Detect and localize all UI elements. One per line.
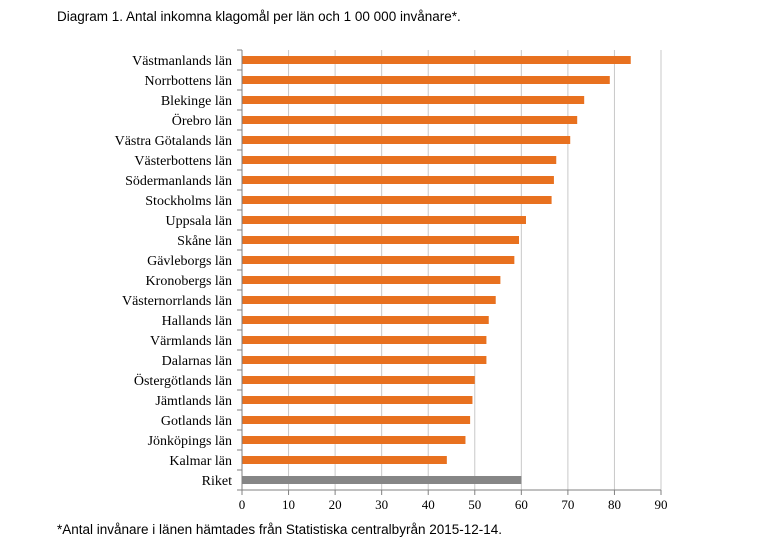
x-tick-label: 30 [375,497,388,512]
bar [242,196,552,204]
category-labels: Västmanlands län Norrbottens län Blekinge … [115,54,233,489]
bars [242,56,631,484]
x-tick-label: 60 [515,497,528,512]
category-label: Kalmar län [169,454,232,469]
bar [242,256,515,264]
bar [242,376,475,384]
category-label: Riket [202,474,232,489]
category-label: Västernorrlands län [122,294,232,309]
tick-labels: 0 10 20 30 40 50 60 70 80 90 [239,497,668,512]
x-tick-label: 0 [239,497,246,512]
bar [242,56,631,64]
x-tick-label: 40 [422,497,435,512]
bar [242,236,520,244]
category-label: Värmlands län [150,334,232,349]
x-tick-label: 80 [608,497,621,512]
bar [242,336,487,344]
category-label: Kronobergs län [146,274,232,289]
category-label: Norrbottens län [145,74,232,89]
category-label: Uppsala län [166,214,232,229]
category-label: Gotlands län [161,414,232,429]
bar [242,416,471,424]
bar [242,476,522,484]
category-label: Blekinge län [161,94,232,109]
bar [242,396,473,404]
x-tick-label: 20 [329,497,342,512]
category-label: Västra Götalands län [115,134,232,149]
category-label: Södermanlands län [125,174,232,189]
bar [242,316,489,324]
category-label: Jämtlands län [155,394,232,409]
category-label: Skåne län [177,234,232,249]
bar [242,296,496,304]
bar [242,276,501,284]
category-label: Örebro län [172,112,232,129]
category-label: Östergötlands län [134,372,232,389]
bar [242,76,610,84]
bar [242,136,571,144]
category-label: Västmanlands län [132,54,232,69]
footnote: *Antal invånare i länen hämtades från St… [57,522,503,537]
x-tick-label: 50 [468,497,481,512]
x-tick-label: 10 [282,497,295,512]
x-tick-label: 70 [561,497,574,512]
category-label: Jönköpings län [148,434,232,449]
category-label: Dalarnas län [162,354,232,369]
bar [242,356,487,364]
category-label: Hallands län [162,314,232,329]
category-label: Gävleborgs län [147,254,232,269]
bar [242,96,585,104]
category-label: Västerbottens län [134,154,232,169]
chart-title: Diagram 1. Antal inkomna klagomål per lä… [57,9,461,24]
bar [242,456,447,464]
bar [242,156,557,164]
category-label: Stockholms län [145,194,232,209]
bar [242,216,526,224]
bar [242,176,554,184]
x-tick-label: 90 [655,497,668,512]
axes [237,49,662,495]
bar [242,116,578,124]
bar [242,436,466,444]
